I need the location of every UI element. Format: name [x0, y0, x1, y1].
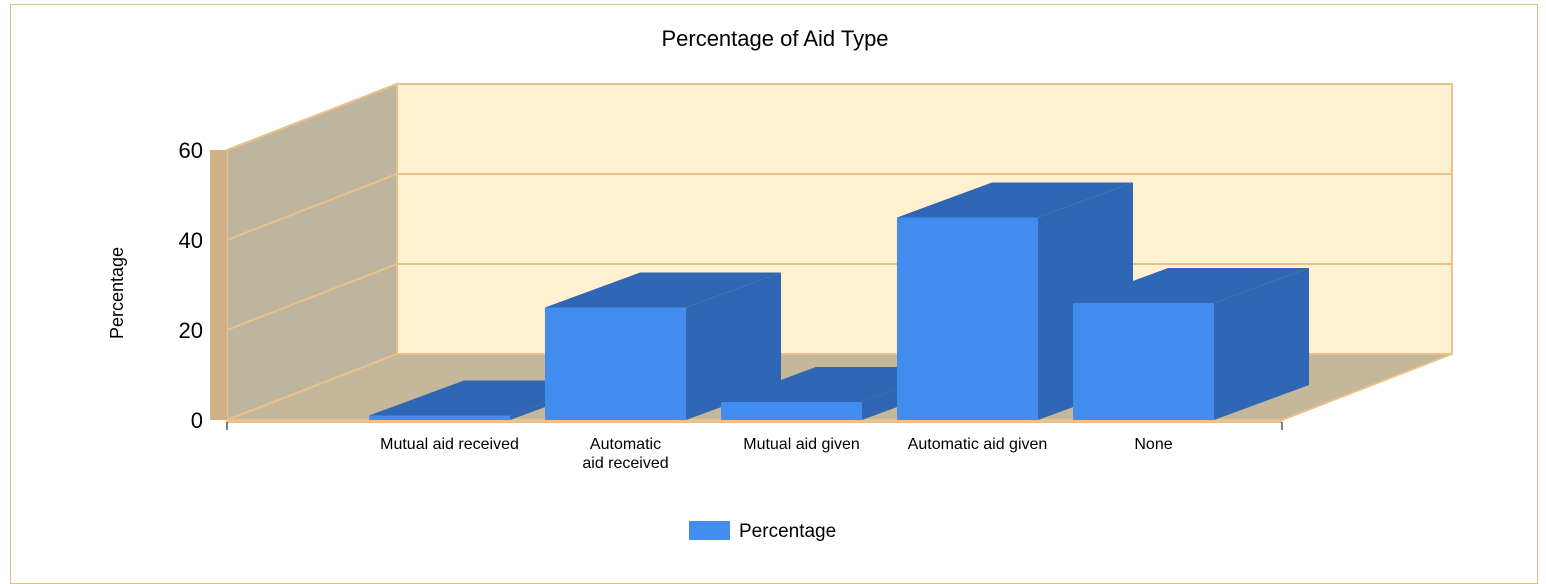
- bar-chart: Percentage of Aid Type 0 20 40 60 Mutual ai…: [107, 26, 1453, 542]
- bar: [721, 402, 862, 420]
- bar: [369, 415, 510, 420]
- x-tick-label: None: [1134, 436, 1172, 453]
- gridline: [226, 173, 1452, 241]
- chart-title: Percentage of Aid Type: [661, 26, 888, 51]
- y-axis-label: Percentage: [107, 247, 127, 339]
- bar: [545, 307, 686, 420]
- bar: [1073, 303, 1214, 420]
- x-tick-label: Mutual aid given: [743, 436, 860, 453]
- y-tick-label: 0: [191, 408, 203, 433]
- bar-side: [686, 272, 781, 420]
- x-tick-label: Automatic aid given: [908, 436, 1048, 453]
- legend: Percentage: [689, 521, 836, 542]
- y-tick-label: 40: [179, 228, 203, 253]
- bar-side: [1214, 268, 1309, 420]
- y-axis-band: [210, 150, 227, 420]
- bar: [897, 217, 1038, 420]
- x-tick-label: Automatic aid received: [582, 436, 668, 472]
- legend-swatch: [689, 521, 730, 540]
- legend-label: Percentage: [739, 521, 836, 542]
- chart-frame: Percentage of Aid Type 0 20 40 60 Mutual ai…: [10, 4, 1538, 584]
- gridline: [226, 83, 1452, 151]
- x-tick-label: Mutual aid received: [380, 436, 519, 453]
- y-tick-label: 20: [179, 318, 203, 343]
- y-tick-label: 60: [179, 138, 203, 163]
- bar-top: [1073, 268, 1309, 303]
- bar-top: [545, 272, 781, 308]
- bar-top: [897, 182, 1133, 218]
